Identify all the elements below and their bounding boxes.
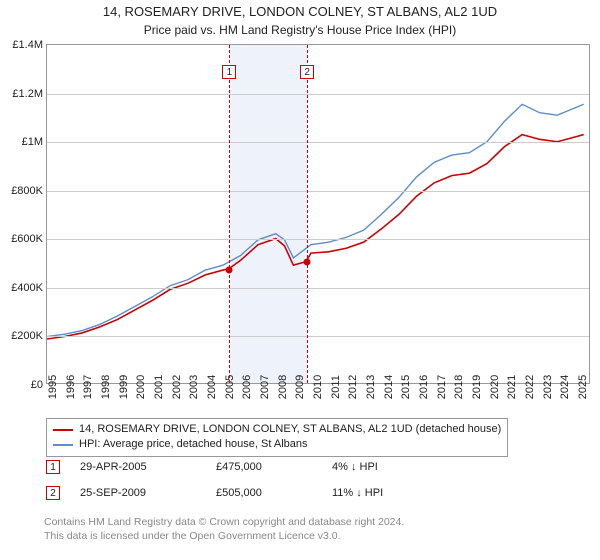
x-axis-label: 1996 xyxy=(65,375,77,399)
x-axis-label: 2017 xyxy=(436,375,448,399)
x-axis-label: 2011 xyxy=(330,375,342,399)
sale-delta: 4% ↓ HPI xyxy=(332,461,452,473)
x-axis-label: 2023 xyxy=(542,375,554,399)
x-axis-label: 2019 xyxy=(471,375,483,399)
marker-label-box: 1 xyxy=(222,65,236,79)
gridline-h xyxy=(47,336,589,337)
x-axis-label: 2024 xyxy=(559,375,571,399)
sale-price: £475,000 xyxy=(216,461,326,473)
legend-swatch xyxy=(53,444,73,446)
x-axis-label: 1995 xyxy=(47,375,59,399)
chart-lines xyxy=(47,45,589,384)
legend-item: 14, ROSEMARY DRIVE, LONDON COLNEY, ST AL… xyxy=(53,422,501,437)
y-axis-label: £400K xyxy=(11,282,43,294)
gridline-h xyxy=(47,239,589,240)
sale-marker-box: 1 xyxy=(46,460,60,474)
marker-label-box: 2 xyxy=(300,65,314,79)
legend-label: 14, ROSEMARY DRIVE, LONDON COLNEY, ST AL… xyxy=(79,422,501,437)
x-axis-label: 2009 xyxy=(294,375,306,399)
x-axis-label: 2006 xyxy=(241,375,253,399)
gridline-h xyxy=(47,94,589,95)
sale-marker-box: 2 xyxy=(46,486,60,500)
y-axis-label: £0 xyxy=(31,379,43,391)
x-axis-label: 2021 xyxy=(506,375,518,399)
y-axis-label: £1.2M xyxy=(12,88,43,100)
chart-plot-area: £0£200K£400K£600K£800K£1M£1.2M£1.4M19951… xyxy=(46,44,590,384)
x-axis-label: 2015 xyxy=(400,375,412,399)
marker-vline xyxy=(307,45,308,383)
x-axis-label: 1999 xyxy=(118,375,130,399)
footer-attribution: Contains HM Land Registry data © Crown c… xyxy=(44,516,404,543)
gridline-h xyxy=(47,191,589,192)
sale-point xyxy=(226,266,233,273)
legend-item: HPI: Average price, detached house, St A… xyxy=(53,437,501,452)
x-axis-label: 2022 xyxy=(524,375,536,399)
x-axis-label: 2001 xyxy=(153,375,165,399)
sale-row: 2 25-SEP-2009 £505,000 11% ↓ HPI xyxy=(46,486,452,500)
x-axis-label: 2020 xyxy=(489,375,501,399)
footer-line1: Contains HM Land Registry data © Crown c… xyxy=(44,516,404,530)
footer-line2: This data is licensed under the Open Gov… xyxy=(44,530,404,544)
sale-delta: 11% ↓ HPI xyxy=(332,487,452,499)
x-axis-label: 2025 xyxy=(577,375,589,399)
sale-date: 25-SEP-2009 xyxy=(80,487,210,499)
legend: 14, ROSEMARY DRIVE, LONDON COLNEY, ST AL… xyxy=(46,418,508,457)
x-axis-label: 2000 xyxy=(135,375,147,399)
y-axis-label: £1.4M xyxy=(12,39,43,51)
x-axis-label: 2010 xyxy=(312,375,324,399)
x-axis-label: 2016 xyxy=(418,375,430,399)
x-axis-label: 1997 xyxy=(82,375,94,399)
gridline-h xyxy=(47,288,589,289)
x-axis-label: 2004 xyxy=(206,375,218,399)
x-axis-label: 2008 xyxy=(277,375,289,399)
x-axis-label: 2002 xyxy=(171,375,183,399)
y-axis-label: £200K xyxy=(11,330,43,342)
y-axis-label: £800K xyxy=(11,185,43,197)
chart-title: 14, ROSEMARY DRIVE, LONDON COLNEY, ST AL… xyxy=(0,0,600,21)
series-line xyxy=(47,135,584,339)
x-axis-label: 2013 xyxy=(365,375,377,399)
marker-vline xyxy=(229,45,230,383)
legend-swatch xyxy=(53,429,73,431)
sale-price: £505,000 xyxy=(216,487,326,499)
y-axis-label: £1M xyxy=(22,136,43,148)
x-axis-label: 2003 xyxy=(188,375,200,399)
x-axis-label: 1998 xyxy=(100,375,112,399)
sale-point xyxy=(304,259,311,266)
x-axis-label: 2014 xyxy=(383,375,395,399)
series-line xyxy=(47,104,584,336)
legend-label: HPI: Average price, detached house, St A… xyxy=(79,437,308,452)
x-axis-label: 2007 xyxy=(259,375,271,399)
x-axis-label: 2018 xyxy=(453,375,465,399)
x-axis-label: 2012 xyxy=(347,375,359,399)
y-axis-label: £600K xyxy=(11,233,43,245)
gridline-h xyxy=(47,142,589,143)
sale-row: 1 29-APR-2005 £475,000 4% ↓ HPI xyxy=(46,460,452,474)
sale-date: 29-APR-2005 xyxy=(80,461,210,473)
chart-subtitle: Price paid vs. HM Land Registry's House … xyxy=(0,23,600,37)
